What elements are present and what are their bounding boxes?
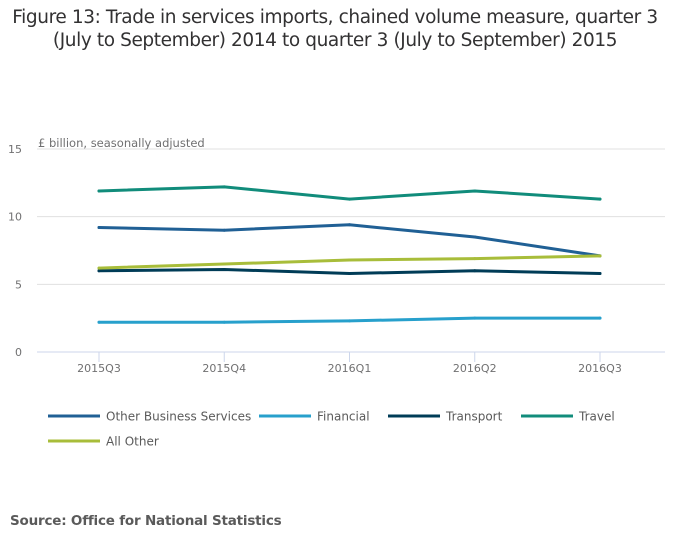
- x-tick-label: 2015Q3: [77, 362, 121, 375]
- legend-item-financial[interactable]: Financial: [259, 410, 370, 424]
- legend-item-transport[interactable]: Transport: [388, 410, 503, 424]
- legend-item-travel[interactable]: Travel: [521, 410, 615, 424]
- data-point[interactable]: [348, 258, 351, 262]
- data-point[interactable]: [598, 316, 602, 320]
- data-point[interactable]: [598, 254, 602, 258]
- data-point[interactable]: [348, 319, 351, 323]
- chart-title: Figure 13: Trade in services imports, ch…: [0, 6, 670, 52]
- legend: Other Business Services Financial Transpor…: [48, 410, 615, 449]
- data-point[interactable]: [473, 257, 477, 261]
- x-tick-label: 2016Q1: [328, 362, 372, 375]
- y-tick-label: 10: [8, 211, 22, 224]
- data-point[interactable]: [348, 223, 351, 227]
- legend-label: All Other: [106, 435, 159, 449]
- series-lines: [97, 185, 602, 324]
- legend-label: Travel: [578, 410, 615, 424]
- data-point[interactable]: [598, 197, 602, 201]
- data-point[interactable]: [222, 267, 226, 271]
- y-tick-label: 5: [15, 278, 22, 291]
- data-point[interactable]: [97, 266, 101, 270]
- data-point[interactable]: [97, 189, 101, 193]
- data-point[interactable]: [473, 269, 477, 273]
- series-line-other-business-services[interactable]: [97, 223, 602, 258]
- data-point[interactable]: [473, 189, 477, 193]
- data-point[interactable]: [348, 272, 351, 276]
- y-axis-ticks: 0 5 10 15: [8, 143, 22, 359]
- source-note: Source: Office for National Statistics: [10, 513, 282, 529]
- data-point[interactable]: [222, 320, 226, 324]
- y-tick-label: 0: [15, 346, 22, 359]
- chart-title-line-2: (July to September) 2014 to quarter 3 (J…: [52, 30, 618, 51]
- series-line-all-other[interactable]: [97, 254, 602, 270]
- data-point[interactable]: [222, 185, 226, 189]
- data-point[interactable]: [97, 225, 101, 229]
- legend-label: Other Business Services: [106, 410, 251, 424]
- data-point[interactable]: [598, 272, 602, 276]
- x-tick-label: 2016Q3: [578, 362, 622, 375]
- data-point[interactable]: [348, 197, 351, 201]
- legend-item-other-business-services[interactable]: Other Business Services: [48, 410, 251, 424]
- y-tick-label: 15: [8, 143, 22, 156]
- data-point[interactable]: [97, 269, 101, 273]
- legend-label: Financial: [317, 410, 370, 424]
- x-tick-label: 2015Q4: [202, 362, 246, 375]
- line-chart: £ billion, seasonally adjusted 0 5 10 15 20…: [8, 136, 665, 449]
- data-point[interactable]: [473, 235, 477, 239]
- data-point[interactable]: [473, 316, 477, 320]
- legend-item-all-other[interactable]: All Other: [48, 435, 159, 449]
- gridlines: [37, 148, 665, 285]
- data-point[interactable]: [97, 320, 101, 324]
- data-point[interactable]: [222, 228, 226, 232]
- data-point[interactable]: [222, 262, 226, 266]
- series-line-travel[interactable]: [97, 185, 602, 201]
- y-axis-label: £ billion, seasonally adjusted: [38, 136, 205, 150]
- x-tick-label: 2016Q2: [453, 362, 497, 375]
- chart-title-line-1: Figure 13: Trade in services imports, ch…: [12, 7, 658, 28]
- legend-label: Transport: [445, 410, 503, 424]
- x-axis: 2015Q3 2015Q4 2016Q1 2016Q2 2016Q3: [37, 351, 665, 375]
